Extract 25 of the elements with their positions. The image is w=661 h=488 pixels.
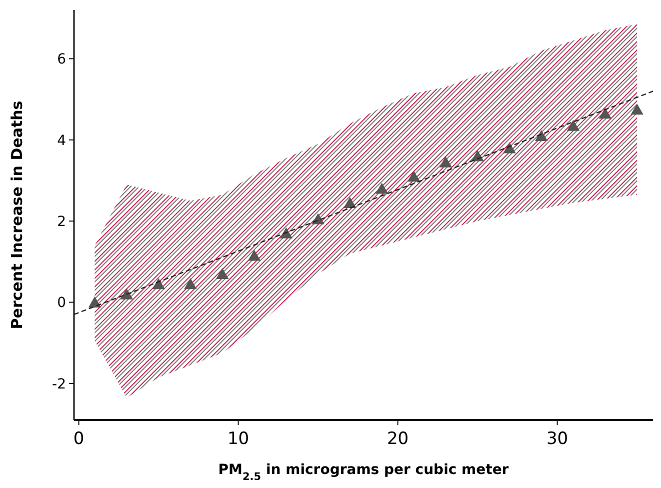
- point: [280, 227, 292, 238]
- y-axis-title: Percent Increase in Deaths: [8, 100, 26, 330]
- y-tick-label: 6: [57, 52, 66, 68]
- x-tick-label: 20: [386, 429, 409, 449]
- point: [375, 182, 388, 194]
- point: [344, 196, 356, 208]
- y-tick-label: 2: [57, 214, 66, 230]
- point: [566, 120, 580, 131]
- point: [630, 104, 644, 115]
- point: [88, 296, 102, 308]
- point: [216, 268, 229, 280]
- point: [534, 130, 548, 142]
- x-tick-label: 30: [546, 429, 568, 449]
- point: [184, 278, 197, 290]
- x-tick-label: 10: [227, 429, 250, 449]
- x-axis-title: PM$_{2.5}$ in micrograms per cubic meter: [218, 462, 509, 483]
- y-tick-label: 0: [57, 295, 66, 312]
- point: [439, 156, 452, 168]
- point: [248, 250, 261, 261]
- y-tick-label: 4: [57, 132, 66, 149]
- point: [598, 108, 612, 119]
- y-tick-label: -2: [52, 376, 66, 392]
- point: [120, 288, 133, 300]
- x-tick-label: 0: [73, 429, 84, 449]
- point: [407, 170, 420, 182]
